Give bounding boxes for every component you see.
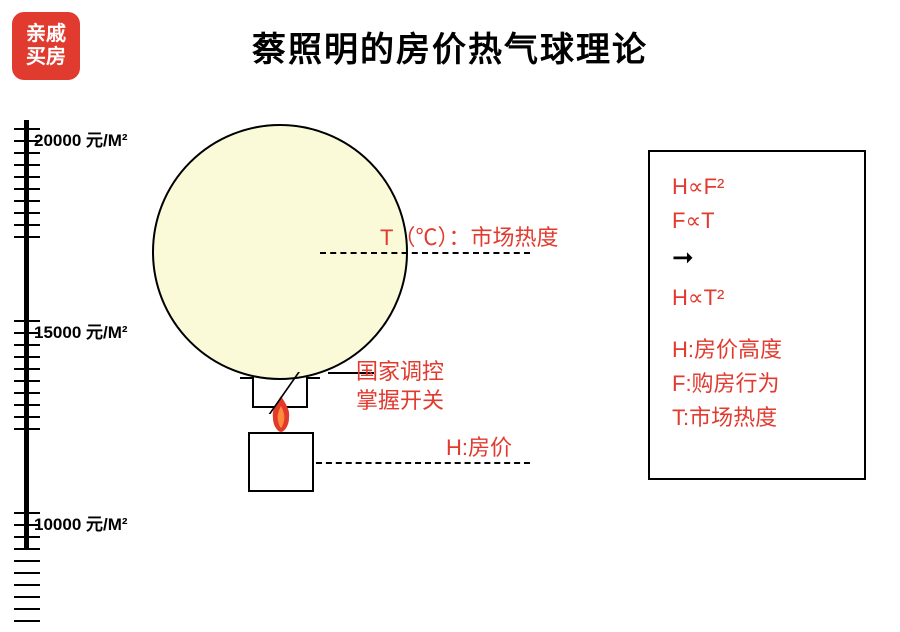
label-temperature: T（℃）：市场热度 bbox=[380, 224, 558, 253]
label-gov-line1: 国家调控 bbox=[356, 358, 444, 387]
legend-def-t: T:市场热度 bbox=[672, 401, 842, 435]
arrow-icon: ➞ bbox=[672, 242, 842, 273]
balloon-basket bbox=[248, 432, 314, 492]
formula-3: H∝T² bbox=[672, 281, 842, 315]
legend-def-f: F:购房行为 bbox=[672, 367, 842, 401]
formula-1: H∝F² bbox=[672, 170, 842, 204]
label-gov-line2: 掌握开关 bbox=[356, 387, 444, 416]
axis-label-10000: 10000 元/M² bbox=[34, 510, 128, 535]
formula-2: F∝T bbox=[672, 204, 842, 238]
axis-label-15000: 15000 元/M² bbox=[34, 318, 128, 343]
page-title: 蔡照明的房价热气球理论 bbox=[0, 22, 900, 71]
legend-def-h: H:房价高度 bbox=[672, 333, 842, 367]
label-government-control: 国家调控 掌握开关 bbox=[356, 358, 444, 415]
legend-box: H∝F² F∝T ➞ H∝T² H:房价高度 F:购房行为 T:市场热度 bbox=[648, 150, 866, 480]
flame-icon bbox=[268, 396, 294, 432]
label-height: H:房价 bbox=[446, 434, 512, 463]
axis-label-20000: 20000 元/M² bbox=[34, 126, 128, 151]
